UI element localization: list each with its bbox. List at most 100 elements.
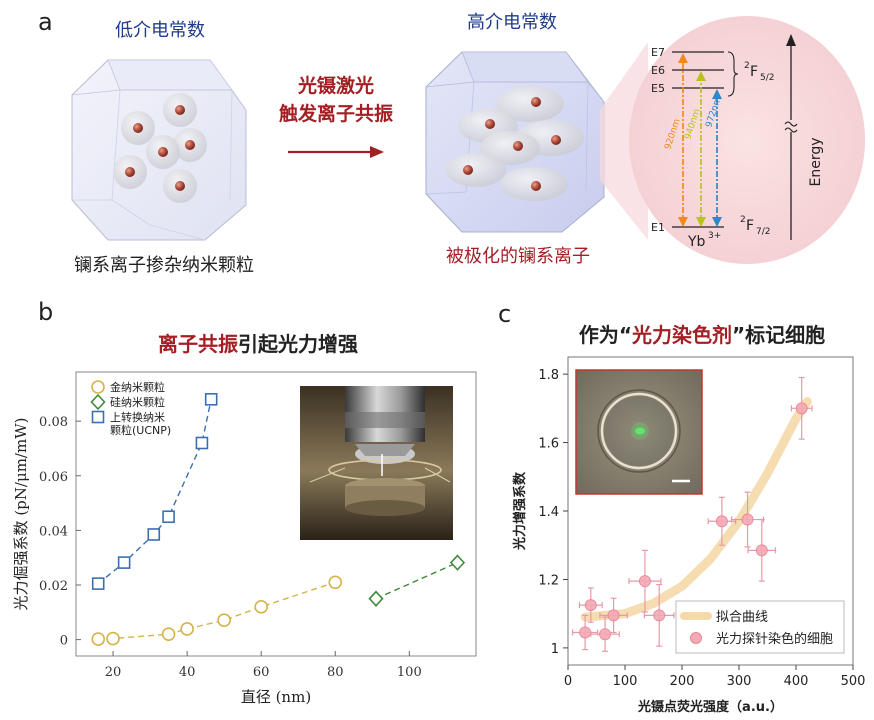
arrow-line1: 光镊激光 bbox=[297, 74, 374, 97]
svg-text:2: 2 bbox=[744, 61, 750, 71]
data-point bbox=[254, 600, 268, 614]
data-point bbox=[599, 628, 612, 641]
y-axis-label: 光力增强系数 bbox=[512, 471, 528, 551]
y-tick-label: 1.8 bbox=[538, 368, 559, 383]
x-tick-label: 200 bbox=[670, 674, 695, 689]
legend-label-1: 硅纳米颗粒 bbox=[110, 395, 165, 409]
process-arrow bbox=[288, 146, 384, 158]
enhancement-chart: 0 100 200 300 400 500 1 1.2 1.4 1.6 1.8 光镊点荧光强度（a.u… bbox=[512, 356, 866, 715]
y-tick-label: 0.02 bbox=[39, 579, 68, 594]
y-tick-label: 1 bbox=[551, 642, 559, 657]
low-dielectric-crystal bbox=[71, 59, 247, 241]
svg-text:3+: 3+ bbox=[708, 231, 721, 241]
panel-a: a 低介电常数 高介电常数 光镊激光 触发离子共振 bbox=[38, 8, 865, 276]
y-tick-label: 0.08 bbox=[39, 415, 68, 430]
x-tick-label: 40 bbox=[179, 665, 196, 680]
panel-c-title-post: ”标记细胞 bbox=[732, 323, 825, 347]
upper-term-label: 2 F 5/2 bbox=[744, 61, 774, 83]
data-point bbox=[368, 590, 384, 607]
svg-text:7/2: 7/2 bbox=[756, 227, 770, 237]
legend-marker-0 bbox=[91, 380, 105, 394]
x-tick-label: 100 bbox=[613, 674, 638, 689]
x-axis-label: 直径 (nm) bbox=[241, 688, 311, 706]
y-tick-label: 0 bbox=[60, 634, 68, 649]
data-point bbox=[328, 575, 343, 590]
x-tick-label: 0 bbox=[564, 674, 572, 689]
x-tick-label: 60 bbox=[253, 665, 270, 680]
data-point bbox=[91, 577, 105, 590]
legend-points-label: 光力探针染色的细胞 bbox=[716, 631, 833, 647]
data-point bbox=[204, 393, 218, 406]
svg-text:5/2: 5/2 bbox=[760, 73, 774, 83]
polarized-ions bbox=[446, 86, 584, 201]
data-point bbox=[217, 613, 231, 628]
level-e5: E5 bbox=[651, 82, 665, 95]
doped-ions bbox=[113, 93, 207, 203]
data-point bbox=[180, 622, 194, 636]
panel-c-label: c bbox=[498, 300, 511, 328]
arrow-line2: 触发离子共振 bbox=[279, 102, 393, 125]
svg-text:Yb: Yb bbox=[687, 234, 706, 250]
data-point bbox=[195, 436, 209, 450]
cell-micrograph bbox=[575, 369, 703, 495]
legend-label-2: 颗粒(UCNP) bbox=[110, 423, 171, 437]
data-point bbox=[653, 609, 666, 622]
ion-label: Yb 3+ bbox=[687, 231, 721, 250]
y-tick-label: 1.6 bbox=[538, 437, 559, 452]
legend-box bbox=[675, 600, 845, 654]
panel-c-title-highlight: 光力染色剂 bbox=[631, 323, 732, 347]
high-dielectric-crystal bbox=[425, 51, 605, 233]
y-tick-label: 0.04 bbox=[39, 524, 68, 539]
panel-c: c 作为“光力染色剂”标记细胞 0 100 200 300 400 500 1 1.2 1.4 1… bbox=[498, 300, 865, 715]
x-tick-label: 400 bbox=[784, 674, 809, 689]
data-point bbox=[106, 631, 120, 646]
x-tick-label: 20 bbox=[105, 665, 122, 680]
y-tick-label: 0.06 bbox=[39, 470, 68, 485]
svg-text:F: F bbox=[750, 64, 758, 80]
energy-axis: Energy bbox=[784, 34, 824, 240]
x-tick-label: 300 bbox=[727, 674, 752, 689]
panel-c-title: 作为“光力染色剂”标记细胞 bbox=[579, 323, 825, 347]
legend-label-0: 金纳米颗粒 bbox=[110, 380, 165, 394]
microscope-photo bbox=[300, 386, 453, 540]
y-tick-label: 1.2 bbox=[538, 573, 559, 588]
panel-b-label: b bbox=[38, 298, 53, 326]
legend-label-2: 上转换纳米 bbox=[110, 410, 165, 424]
data-point bbox=[449, 554, 466, 571]
panel-a-label: a bbox=[38, 8, 53, 36]
panel-b-title-highlight: 离子共振 bbox=[158, 332, 238, 356]
data-point bbox=[715, 515, 728, 528]
svg-text:F: F bbox=[746, 218, 754, 234]
left-caption: 镧系离子掺杂纳米颗粒 bbox=[74, 255, 254, 276]
data-point bbox=[755, 544, 768, 557]
data-point bbox=[584, 599, 597, 612]
svg-text:2: 2 bbox=[740, 215, 746, 225]
data-point bbox=[579, 626, 592, 639]
x-tick-label: 500 bbox=[841, 674, 866, 689]
data-point bbox=[795, 402, 808, 415]
level-e6: E6 bbox=[651, 64, 665, 77]
lower-term-label: 2 F 7/2 bbox=[740, 215, 770, 237]
y-tick-label: 1.4 bbox=[538, 505, 559, 520]
series-line-1 bbox=[375, 561, 458, 600]
right-crystal-title: 高介电常数 bbox=[467, 12, 557, 33]
left-crystal-title: 低介电常数 bbox=[115, 20, 205, 41]
data-point bbox=[162, 510, 175, 524]
panel-b-title-rest: 引起光力增强 bbox=[238, 332, 358, 356]
legend-fit-label: 拟合曲线 bbox=[716, 610, 768, 625]
data-point bbox=[607, 609, 620, 622]
legend-marker-2 bbox=[91, 410, 105, 424]
panel-b-title: 离子共振引起光力增强 bbox=[158, 332, 358, 356]
data-point bbox=[638, 575, 651, 588]
energy-axis-label: Energy bbox=[808, 137, 824, 186]
x-tick-label: 80 bbox=[327, 665, 344, 680]
data-point bbox=[91, 632, 106, 646]
x-tick-label: 100 bbox=[397, 665, 422, 680]
upper-bracket bbox=[727, 51, 739, 97]
level-e7: E7 bbox=[651, 46, 665, 59]
data-point bbox=[741, 513, 754, 526]
series-line-0 bbox=[98, 581, 336, 640]
plot-frame bbox=[75, 371, 477, 657]
panel-b: b 离子共振引起光力增强 20 40 60 80 100 0 0.02 0.04 0.06 0.0… bbox=[12, 298, 477, 706]
x-axis-label: 光镊点荧光强度（a.u.） bbox=[637, 699, 783, 715]
